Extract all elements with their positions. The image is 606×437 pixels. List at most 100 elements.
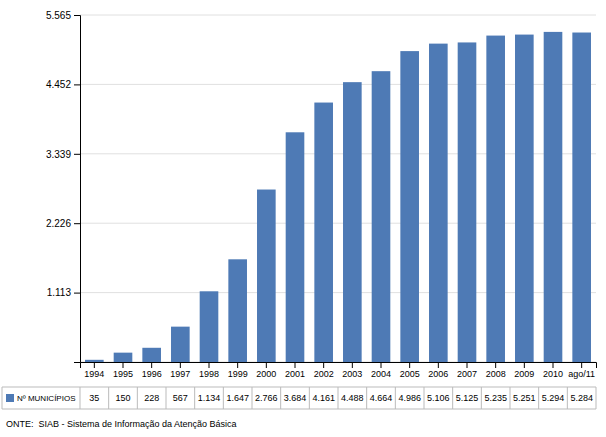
table-border: [567, 387, 568, 409]
grid: [80, 15, 596, 362]
table-border: [194, 387, 195, 409]
tick-label: 2005: [400, 369, 420, 379]
x-tick: 1999: [228, 362, 248, 379]
y-axis: 1.113 2.226 3.339 4.452 5.565: [46, 10, 81, 363]
tick-mark: [74, 223, 80, 224]
table-value: 2.766: [255, 393, 278, 403]
axis-domain: [74, 16, 81, 363]
tick-mark: [495, 362, 496, 368]
bar: [372, 71, 391, 362]
bar: [85, 360, 104, 362]
tick-label: 2009: [514, 369, 534, 379]
bar: [114, 353, 133, 362]
bar: [486, 36, 505, 362]
tick-label: 1.113: [47, 287, 72, 298]
tick-mark: [581, 362, 582, 368]
y-tick: 4.452: [46, 79, 80, 90]
x-tick: 1995: [113, 362, 133, 379]
tick-mark: [295, 362, 296, 368]
tick-mark: [74, 362, 80, 363]
tick-label: 1996: [142, 369, 162, 379]
tick-label: 4.452: [46, 79, 71, 90]
axis-domain: [81, 363, 597, 369]
table-value: 5.284: [570, 393, 593, 403]
table-value: 4.986: [398, 393, 421, 403]
bar: [286, 132, 305, 362]
table-border: [538, 387, 539, 409]
tick-mark: [266, 362, 267, 368]
table-value: 4.488: [341, 393, 364, 403]
x-tick: 2008: [486, 362, 506, 379]
bars: [85, 32, 591, 362]
tick-mark: [524, 362, 525, 368]
x-tick: ago/11: [568, 362, 595, 379]
bar: [171, 327, 190, 362]
tick-mark: [381, 362, 382, 368]
tick-label: 2.226: [46, 218, 71, 229]
y-tick: 3.339: [46, 149, 80, 160]
tick-label: ago/11: [568, 369, 595, 379]
tick-mark: [74, 293, 80, 294]
tick-mark: [409, 362, 410, 368]
tick-mark: [438, 362, 439, 368]
x-tick: 2006: [428, 362, 448, 379]
bar: [343, 82, 362, 362]
tick-mark: [74, 154, 80, 155]
tick-mark: [123, 362, 124, 368]
table-border: [309, 387, 310, 409]
table-value: 1.647: [226, 393, 249, 403]
table-border: [223, 387, 224, 409]
table-value: 567: [173, 393, 188, 403]
x-tick: 2003: [342, 362, 362, 379]
tick-mark: [94, 362, 95, 368]
y-tick: 1.113: [47, 287, 80, 298]
table-border: [395, 387, 396, 409]
table-border: [338, 387, 339, 409]
legend: Nº MUNICÍPIOS: [6, 394, 75, 403]
tick-label: 1994: [84, 369, 104, 379]
table-border: [2, 387, 596, 388]
tick-mark: [180, 362, 181, 368]
x-tick: 2000: [256, 362, 276, 379]
table-value: 5.235: [484, 393, 507, 403]
tick-mark: [74, 15, 80, 16]
table-border: [108, 387, 109, 409]
tick-mark: [323, 362, 324, 368]
chart: 1.1132.2263.3394.4525.565199419951996199…: [0, 0, 606, 437]
bar: [314, 103, 333, 362]
x-tick: 1996: [142, 362, 162, 379]
tick-label: 2000: [256, 369, 276, 379]
data-table: Nº MUNICÍPIOS351502285671.1341.6472.7663…: [2, 387, 596, 409]
x-tick: 1998: [199, 362, 219, 379]
x-tick: 2005: [400, 362, 420, 379]
bar: [200, 291, 219, 362]
tick-label: 2002: [314, 369, 334, 379]
table-border: [596, 387, 597, 409]
table-value: 35: [89, 393, 99, 403]
bar: [572, 33, 591, 362]
table-border: [452, 387, 453, 409]
grid-line: [80, 15, 596, 16]
table-value: 228: [144, 393, 159, 403]
table-border: [481, 387, 482, 409]
tick-mark: [209, 362, 210, 368]
tick-mark: [467, 362, 468, 368]
x-tick: 2007: [457, 362, 477, 379]
table-value: 1.134: [198, 393, 221, 403]
table-value: 5.294: [542, 393, 565, 403]
x-tick: 1997: [170, 362, 190, 379]
tick-mark: [74, 84, 80, 85]
x-axis: 1994 1995 1996 1997 1998 1999 2000 2001 2002 2003…: [81, 362, 597, 379]
tick-label: 5.565: [46, 10, 71, 21]
table-border: [280, 387, 281, 409]
bar: [400, 51, 419, 362]
tick-label: 2004: [371, 369, 391, 379]
bar: [544, 32, 563, 362]
tick-label: 2001: [285, 369, 305, 379]
y-tick: 5.565: [46, 10, 80, 21]
table-border: [252, 387, 253, 409]
x-tick: 2001: [285, 362, 305, 379]
bar: [142, 348, 161, 362]
bar: [257, 190, 276, 362]
tick-label: 2007: [457, 369, 477, 379]
